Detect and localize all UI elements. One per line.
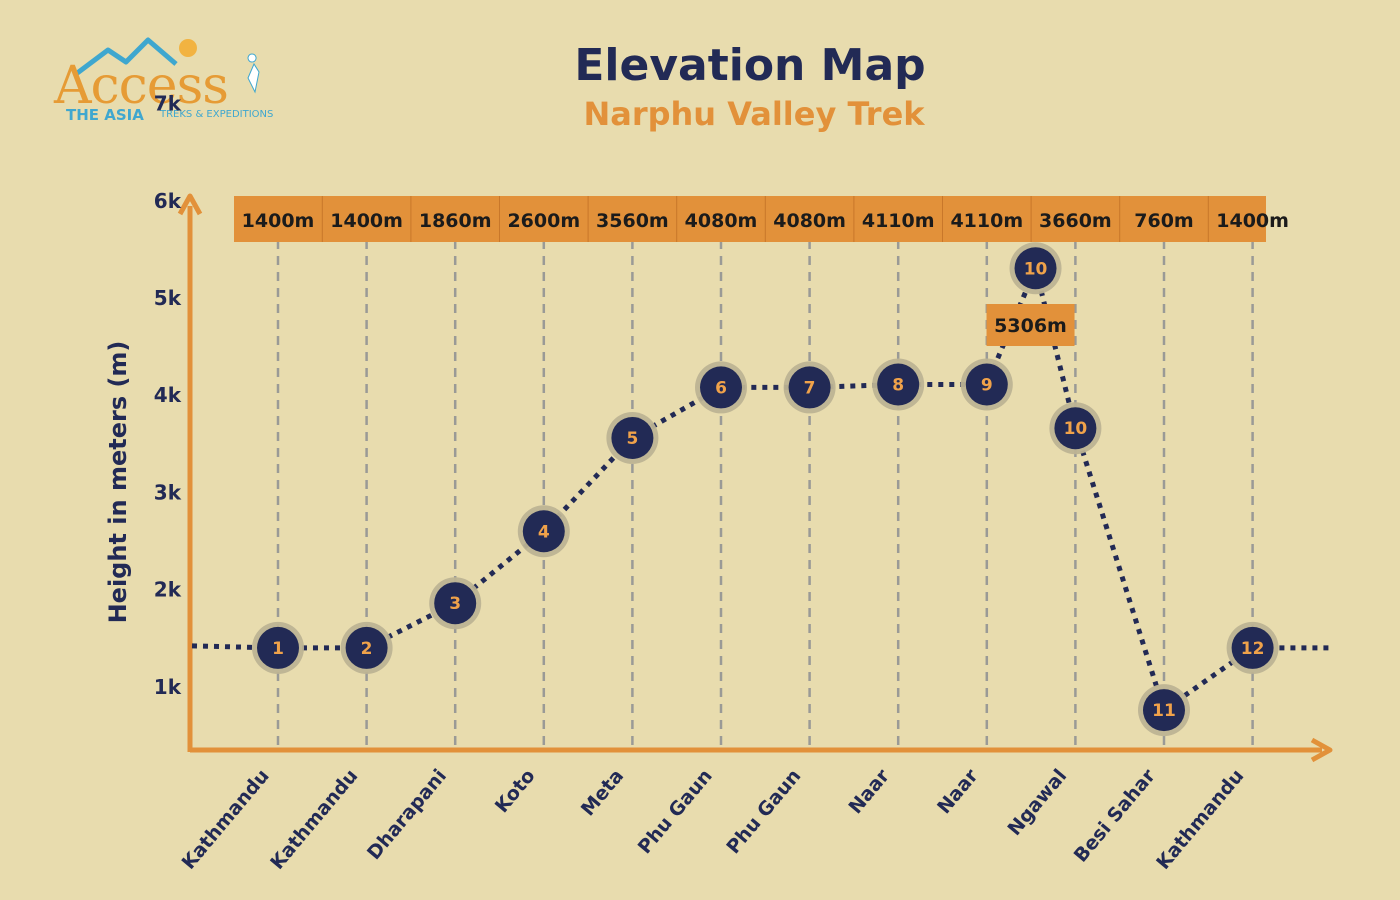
day-marker <box>434 582 477 625</box>
x-tick-label: Phu Gaun <box>722 765 805 858</box>
y-tick-label: 6k <box>154 189 182 213</box>
y-tick-label: 4k <box>154 383 182 407</box>
page-title: Elevation Map <box>574 40 926 91</box>
x-tick-label: Dharapani <box>363 765 451 864</box>
x-tick-label: Kathmandu <box>1152 765 1248 874</box>
elevation-label: 3560m <box>596 210 669 232</box>
day-marker <box>1143 689 1185 732</box>
mountain-logo-icon <box>74 37 260 94</box>
page-subtitle: Narphu Valley Trek <box>583 95 925 133</box>
elevation-label: 1400m <box>242 210 315 232</box>
x-tick-label: Besi Sahar <box>1070 765 1161 867</box>
x-tick-label: Koto <box>491 765 540 817</box>
logo-word: Access <box>54 56 229 116</box>
day-marker-label: 5 <box>626 429 638 449</box>
day-marker <box>1054 407 1097 450</box>
y-tick-label: 2k <box>154 578 182 602</box>
x-axis-arrow <box>1310 737 1333 763</box>
day-marker <box>257 626 299 669</box>
day-marker-label: 11 <box>1152 701 1176 721</box>
day-marker-label: 4 <box>538 522 550 542</box>
y-tick-label: 1k <box>154 675 182 699</box>
x-tick-label: Meta <box>577 765 628 820</box>
day-marker-label: 10 <box>1024 259 1048 279</box>
day-marker <box>345 626 388 669</box>
x-tick-label: Ngawal <box>1003 765 1071 840</box>
elevation-label: 1860m <box>419 210 492 232</box>
x-tick-label: Naar <box>844 765 894 819</box>
day-marker-label: 7 <box>804 378 816 398</box>
elevation-label: 2600m <box>507 210 580 232</box>
logo-tagline: TREKS & EXPEDITIONS <box>160 109 274 120</box>
x-tick-label: Naar <box>933 765 983 819</box>
day-marker <box>522 510 565 553</box>
elevation-label: 3660m <box>1039 210 1112 232</box>
x-tick-label: Kathmandu <box>178 765 274 874</box>
day-marker <box>1231 626 1274 669</box>
x-tick-label: Kathmandu <box>266 765 362 874</box>
y-axis-arrow <box>177 193 203 216</box>
day-marker <box>611 416 654 459</box>
company-logo: Access THE ASIA TREKS & EXPEDITIONS <box>48 34 278 134</box>
day-marker-label: 2 <box>361 639 373 659</box>
day-marker-label: 1 <box>272 639 284 659</box>
day-marker-label: 8 <box>892 376 904 396</box>
peak-annotation-label: 5306m <box>994 315 1067 337</box>
day-marker <box>788 366 831 409</box>
elevation-label: 1400m <box>330 210 403 232</box>
day-marker-label: 10 <box>1064 419 1088 439</box>
logo-subtitle: THE ASIA <box>66 106 144 124</box>
day-marker <box>965 363 1008 406</box>
elevation-label: 4110m <box>862 210 935 232</box>
peak-annotation-box <box>986 304 1075 346</box>
elevation-label: 4080m <box>773 210 846 232</box>
elevation-label: 1400m <box>1216 210 1289 232</box>
y-tick-label: 3k <box>154 480 182 504</box>
day-marker-label: 6 <box>715 378 727 398</box>
day-marker <box>877 363 920 406</box>
elevation-label: 760m <box>1134 210 1193 232</box>
elevation-label: 4080m <box>685 210 758 232</box>
y-tick-label: 5k <box>154 286 182 310</box>
day-marker-label: 3 <box>449 594 461 614</box>
day-marker <box>700 366 742 409</box>
y-tick-label: 7k <box>154 92 182 116</box>
day-marker-label: 12 <box>1241 639 1265 659</box>
x-tick-label: Phu Gaun <box>634 765 717 858</box>
elevation-label: 4110m <box>950 210 1023 232</box>
day-marker-label: 9 <box>981 376 993 396</box>
elevation-header-band <box>234 196 1266 242</box>
day-marker <box>1014 247 1057 290</box>
